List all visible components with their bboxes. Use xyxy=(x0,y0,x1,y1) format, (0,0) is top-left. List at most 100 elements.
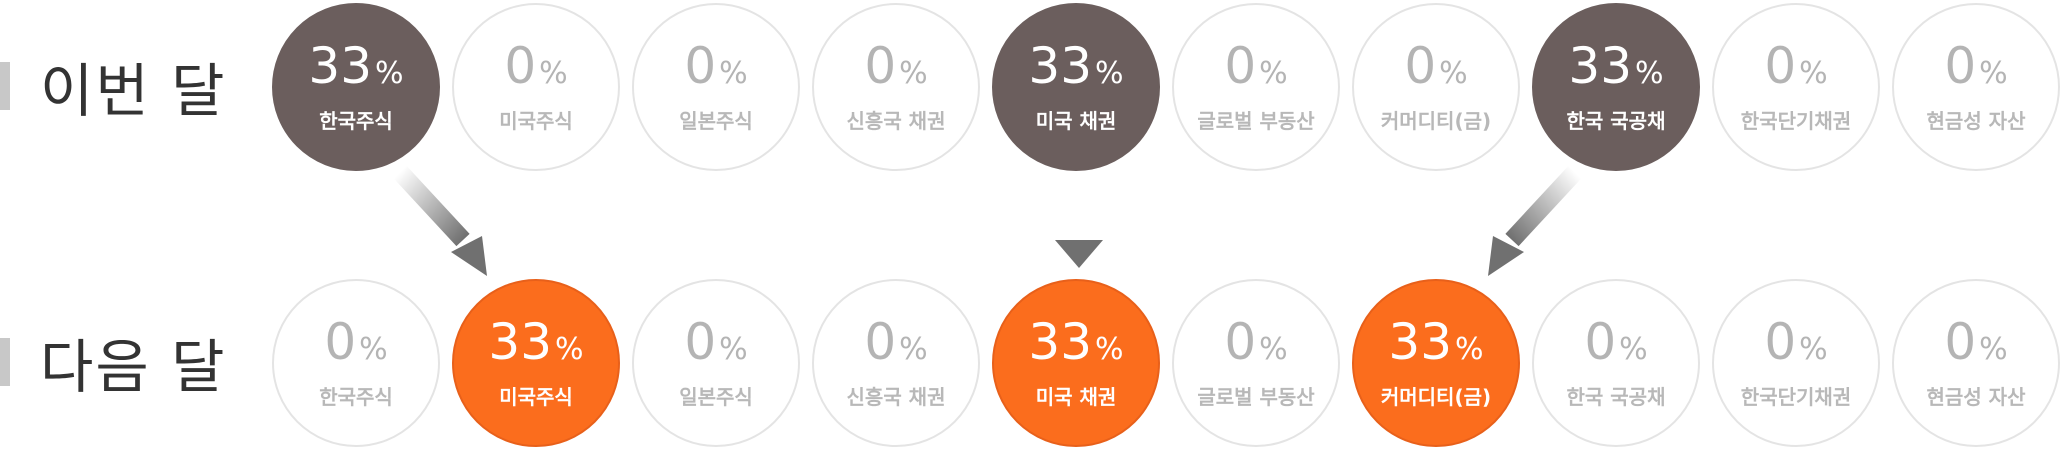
percent-unit: % xyxy=(375,55,404,91)
asset-name: 신흥국 채권 xyxy=(846,384,946,409)
allocation-value: 33 xyxy=(1028,312,1093,371)
percent-unit: % xyxy=(1259,55,1288,91)
allocation-value: 0 xyxy=(1404,36,1437,95)
asset-circle: 33% 커머디티(금) xyxy=(1352,279,1520,447)
asset-name: 한국 국공채 xyxy=(1566,108,1666,133)
this-month-row: 33% 한국주식 0% 미국주식 0% 일본주식 0% 신흥국 채권 33% 미국 채권 0% 글로벌… xyxy=(0,0,2064,174)
percent-unit: % xyxy=(1455,331,1484,367)
percent-unit: % xyxy=(1799,55,1828,91)
allocation-percent: 0% xyxy=(864,41,927,91)
allocation-percent: 33% xyxy=(1028,317,1123,367)
percent-unit: % xyxy=(1979,55,2008,91)
allocation-value: 0 xyxy=(1224,312,1257,371)
percent-unit: % xyxy=(1799,331,1828,367)
allocation-percent: 0% xyxy=(864,317,927,367)
label-marker xyxy=(0,62,10,110)
arrow-us-bond-to-us-bond xyxy=(1055,180,1103,268)
asset-circle: 0% 한국단기채권 xyxy=(1712,3,1880,171)
asset-circle: 33% 미국 채권 xyxy=(992,279,1160,447)
allocation-percent: 33% xyxy=(1388,317,1483,367)
asset-circle: 0% 한국단기채권 xyxy=(1712,279,1880,447)
allocation-percent: 0% xyxy=(1764,41,1827,91)
next-month-row: 0% 한국주식 33% 미국주식 0% 일본주식 0% 신흥국 채권 33% 미국 채권 0% 글로벌… xyxy=(0,276,2064,450)
label-marker xyxy=(0,338,10,386)
asset-name: 커머디티(금) xyxy=(1380,384,1492,409)
allocation-value: 33 xyxy=(1388,312,1453,371)
asset-circle: 0% 현금성 자산 xyxy=(1892,279,2060,447)
percent-unit: % xyxy=(1259,331,1288,367)
allocation-percent: 0% xyxy=(1944,41,2007,91)
asset-circle: 33% 한국주식 xyxy=(272,3,440,171)
asset-circle: 0% 글로벌 부동산 xyxy=(1172,279,1340,447)
asset-name: 신흥국 채권 xyxy=(846,108,946,133)
allocation-value: 0 xyxy=(1764,312,1797,371)
asset-circle: 0% 커머디티(금) xyxy=(1352,3,1520,171)
asset-circle: 33% 한국 국공채 xyxy=(1532,3,1700,171)
asset-name: 글로벌 부동산 xyxy=(1197,108,1315,133)
percent-unit: % xyxy=(1979,331,2008,367)
allocation-percent: 0% xyxy=(684,317,747,367)
percent-unit: % xyxy=(899,55,928,91)
allocation-value: 0 xyxy=(1584,312,1617,371)
allocation-percent: 0% xyxy=(1944,317,2007,367)
asset-circle: 0% 미국주식 xyxy=(452,3,620,171)
asset-name: 현금성 자산 xyxy=(1926,108,2026,133)
allocation-value: 33 xyxy=(1568,36,1633,95)
asset-name: 미국 채권 xyxy=(1035,108,1117,133)
allocation-value: 0 xyxy=(324,312,357,371)
arrow-korea-stock-to-us-stock xyxy=(393,165,487,276)
asset-name: 미국 채권 xyxy=(1035,384,1117,409)
arrow-korea-govbond-to-commodity xyxy=(1488,165,1582,276)
asset-circle: 0% 일본주식 xyxy=(632,3,800,171)
asset-circle: 0% 현금성 자산 xyxy=(1892,3,2060,171)
asset-name: 한국단기채권 xyxy=(1740,384,1852,409)
percent-unit: % xyxy=(1439,55,1468,91)
allocation-percent: 0% xyxy=(1224,317,1287,367)
this-month-label: 이번 달 xyxy=(0,56,227,125)
asset-name: 현금성 자산 xyxy=(1926,384,2026,409)
percent-unit: % xyxy=(719,331,748,367)
allocation-value: 0 xyxy=(1224,36,1257,95)
allocation-percent: 0% xyxy=(324,317,387,367)
allocation-value: 33 xyxy=(308,36,373,95)
asset-name: 미국주식 xyxy=(499,384,573,409)
allocation-percent: 0% xyxy=(504,41,567,91)
allocation-percent: 33% xyxy=(1568,41,1663,91)
allocation-percent: 0% xyxy=(684,41,747,91)
asset-circle: 0% 한국 국공채 xyxy=(1532,279,1700,447)
asset-circle: 0% 일본주식 xyxy=(632,279,800,447)
asset-circle: 33% 미국 채권 xyxy=(992,3,1160,171)
asset-name: 한국단기채권 xyxy=(1740,108,1852,133)
percent-unit: % xyxy=(555,331,584,367)
asset-name: 한국 국공채 xyxy=(1566,384,1666,409)
percent-unit: % xyxy=(899,331,928,367)
allocation-value: 0 xyxy=(684,312,717,371)
asset-name: 커머디티(금) xyxy=(1380,108,1492,133)
asset-circle: 0% 글로벌 부동산 xyxy=(1172,3,1340,171)
allocation-percent: 33% xyxy=(488,317,583,367)
asset-circle: 0% 신흥국 채권 xyxy=(812,279,980,447)
allocation-percent: 0% xyxy=(1584,317,1647,367)
asset-name: 일본주식 xyxy=(679,108,753,133)
asset-circle: 0% 신흥국 채권 xyxy=(812,3,980,171)
asset-name: 글로벌 부동산 xyxy=(1197,384,1315,409)
allocation-value: 0 xyxy=(864,36,897,95)
allocation-percent: 0% xyxy=(1404,41,1467,91)
allocation-percent: 0% xyxy=(1224,41,1287,91)
percent-unit: % xyxy=(1619,331,1648,367)
this-month-label-text: 이번 달 xyxy=(40,57,227,125)
asset-circle: 33% 미국주식 xyxy=(452,279,620,447)
asset-name: 한국주식 xyxy=(319,384,393,409)
asset-name: 일본주식 xyxy=(679,384,753,409)
allocation-value: 33 xyxy=(488,312,553,371)
percent-unit: % xyxy=(1095,331,1124,367)
next-month-label: 다음 달 xyxy=(0,332,227,401)
percent-unit: % xyxy=(1095,55,1124,91)
allocation-value: 33 xyxy=(1028,36,1093,95)
percent-unit: % xyxy=(539,55,568,91)
allocation-value: 0 xyxy=(864,312,897,371)
percent-unit: % xyxy=(1635,55,1664,91)
next-month-label-text: 다음 달 xyxy=(40,333,227,401)
allocation-percent: 33% xyxy=(308,41,403,91)
